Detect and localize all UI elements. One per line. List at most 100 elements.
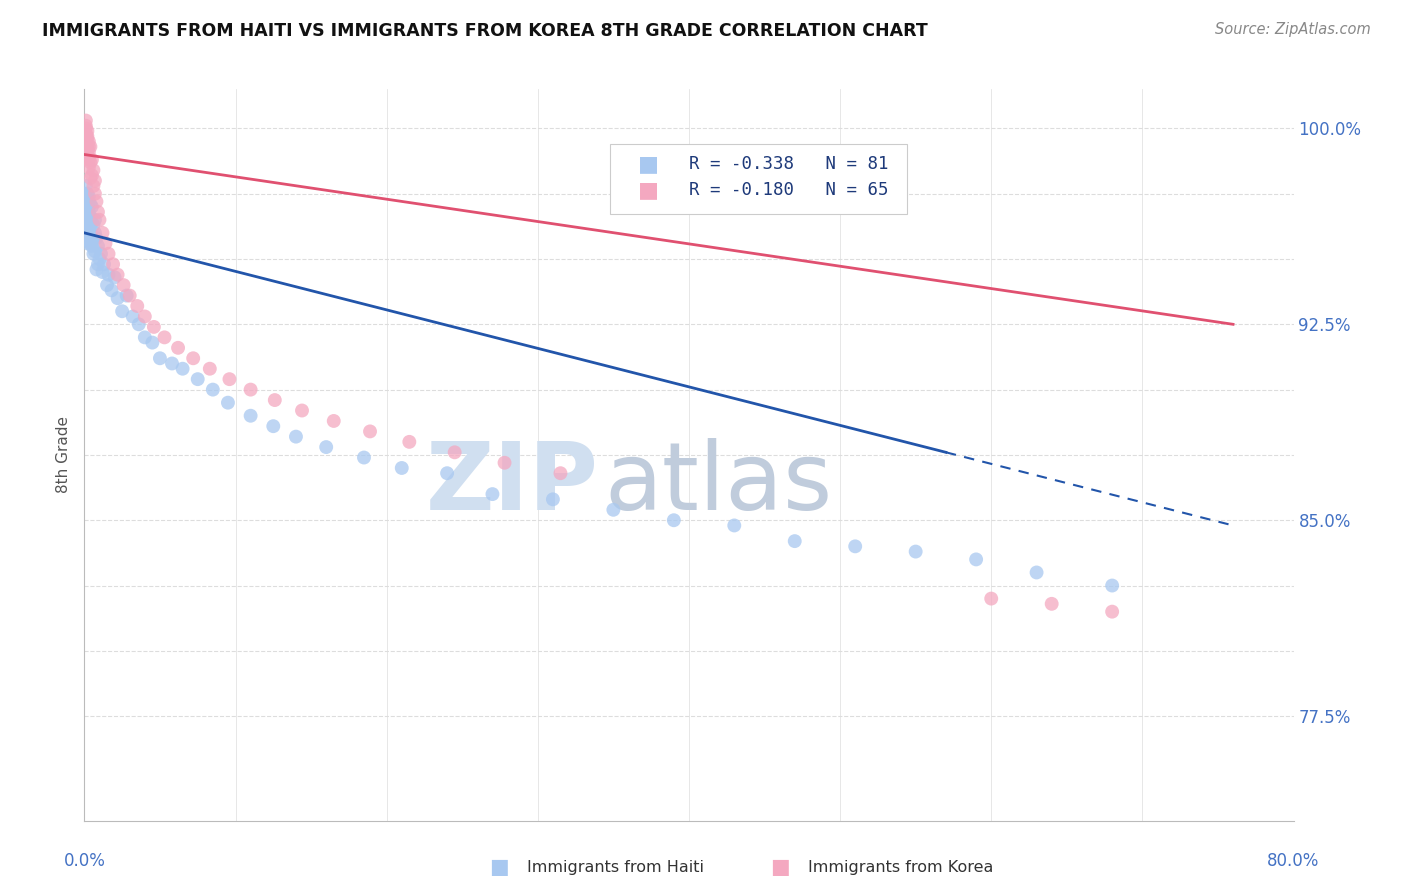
Point — [101, 257, 124, 271]
Point — [79, 171, 101, 186]
Text: IMMIGRANTS FROM HAITI VS IMMIGRANTS FROM KOREA 8TH GRADE CORRELATION CHART: IMMIGRANTS FROM HAITI VS IMMIGRANTS FROM… — [42, 22, 928, 40]
Point — [89, 252, 111, 266]
Text: 80.0%: 80.0% — [1267, 852, 1320, 870]
Point — [75, 127, 97, 141]
Point — [97, 268, 120, 282]
Point — [602, 503, 624, 517]
Point — [1101, 605, 1123, 619]
Point — [93, 257, 115, 271]
Point — [359, 425, 381, 439]
Point — [75, 121, 97, 136]
Point — [111, 304, 134, 318]
Text: R = -0.338   N = 81: R = -0.338 N = 81 — [689, 155, 889, 173]
Text: R = -0.180   N = 65: R = -0.180 N = 65 — [689, 181, 889, 199]
Point — [541, 492, 564, 507]
Point — [107, 268, 129, 282]
Point — [1025, 566, 1047, 580]
Point — [82, 163, 104, 178]
Point — [87, 205, 110, 219]
Point — [218, 372, 240, 386]
Point — [76, 197, 98, 211]
Point — [167, 341, 190, 355]
Point — [77, 211, 100, 225]
Point — [75, 215, 97, 229]
Point — [391, 461, 413, 475]
Point — [76, 129, 98, 144]
FancyBboxPatch shape — [610, 144, 907, 213]
Point — [76, 205, 98, 219]
Point — [550, 467, 572, 481]
Point — [263, 393, 285, 408]
Point — [97, 247, 120, 261]
Point — [239, 383, 262, 397]
Point — [77, 161, 100, 175]
Point — [82, 247, 104, 261]
Point — [75, 132, 97, 146]
Point — [904, 544, 927, 558]
Point — [198, 361, 221, 376]
Point — [75, 136, 97, 151]
Point — [82, 218, 104, 232]
Point — [80, 200, 103, 214]
Point — [80, 215, 103, 229]
Point — [86, 194, 108, 209]
Point — [436, 467, 458, 481]
Point — [75, 178, 97, 193]
Point — [217, 395, 239, 409]
Text: ZIP: ZIP — [426, 438, 599, 530]
Point — [783, 534, 806, 549]
Point — [75, 194, 97, 209]
Point — [494, 456, 516, 470]
Point — [77, 153, 100, 167]
Point — [77, 194, 100, 209]
Text: Immigrants from Korea: Immigrants from Korea — [808, 860, 994, 874]
Text: 0.0%: 0.0% — [63, 852, 105, 870]
Point — [76, 236, 98, 251]
Point — [76, 192, 98, 206]
Point — [86, 231, 108, 245]
Point — [118, 288, 141, 302]
Point — [96, 278, 118, 293]
Point — [76, 202, 98, 217]
Point — [315, 440, 337, 454]
Point — [90, 247, 112, 261]
Point — [239, 409, 262, 423]
Point — [82, 178, 104, 193]
Point — [291, 403, 314, 417]
Text: ■: ■ — [638, 153, 659, 174]
Point — [181, 351, 204, 366]
Point — [723, 518, 745, 533]
Point — [153, 330, 176, 344]
Point — [980, 591, 1002, 606]
Point — [84, 186, 107, 201]
Point — [77, 234, 100, 248]
Point — [76, 218, 98, 232]
Point — [322, 414, 344, 428]
Point — [76, 147, 98, 161]
Point — [79, 211, 101, 225]
Point — [80, 169, 103, 183]
Point — [100, 284, 122, 298]
Point — [84, 174, 107, 188]
Point — [79, 139, 101, 153]
Point — [662, 513, 685, 527]
Point — [353, 450, 375, 465]
Point — [84, 226, 107, 240]
Point — [76, 142, 98, 156]
Point — [80, 153, 103, 167]
Point — [77, 200, 100, 214]
Point — [112, 278, 135, 293]
Text: Immigrants from Haiti: Immigrants from Haiti — [527, 860, 704, 874]
Point — [142, 320, 165, 334]
Point — [107, 291, 129, 305]
Text: ■: ■ — [638, 180, 659, 200]
Text: Source: ZipAtlas.com: Source: ZipAtlas.com — [1215, 22, 1371, 37]
Point — [84, 212, 107, 227]
Point — [398, 434, 420, 449]
Point — [80, 239, 103, 253]
Point — [87, 257, 110, 271]
Point — [80, 231, 103, 245]
Point — [82, 231, 104, 245]
Point — [262, 419, 284, 434]
Point — [141, 335, 163, 350]
